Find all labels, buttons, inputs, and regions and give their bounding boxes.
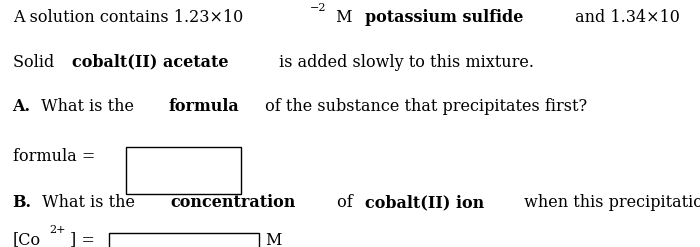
Text: and 1.34×10: and 1.34×10: [570, 9, 680, 26]
Text: concentration: concentration: [170, 194, 295, 211]
Bar: [125, 147, 241, 194]
Text: formula: formula: [169, 98, 239, 115]
Text: What is the: What is the: [37, 194, 140, 211]
Bar: [109, 233, 260, 247]
Text: cobalt(II) ion: cobalt(II) ion: [365, 194, 484, 211]
Text: M: M: [331, 9, 358, 26]
Text: A solution contains 1.23×10: A solution contains 1.23×10: [13, 9, 243, 26]
Text: What is the: What is the: [36, 98, 139, 115]
Text: −2: −2: [309, 3, 326, 13]
Text: formula =: formula =: [13, 147, 100, 165]
Text: A.: A.: [13, 98, 31, 115]
Text: is added slowly to this mixture.: is added slowly to this mixture.: [274, 54, 534, 71]
Text: cobalt(II) acetate: cobalt(II) acetate: [72, 54, 229, 71]
Text: 2+: 2+: [49, 226, 65, 235]
Text: of the substance that precipitates first?: of the substance that precipitates first…: [260, 98, 587, 115]
Text: Solid: Solid: [13, 54, 59, 71]
Text: of: of: [332, 194, 358, 211]
Text: [Co: [Co: [13, 231, 41, 247]
Text: B.: B.: [13, 194, 32, 211]
Text: M: M: [265, 231, 281, 247]
Text: potassium sulfide: potassium sulfide: [365, 9, 524, 26]
Text: when this precipitation first begins?: when this precipitation first begins?: [519, 194, 700, 211]
Text: ] =: ] =: [70, 231, 100, 247]
